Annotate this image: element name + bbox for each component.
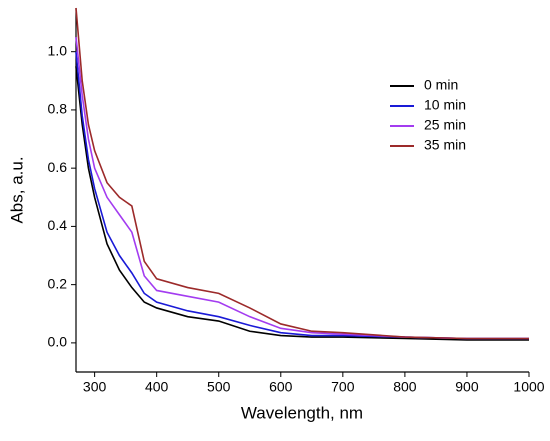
y-tick-label: 0.4 [48, 217, 68, 233]
x-tick-label: 1000 [513, 379, 544, 395]
x-tick-label: 800 [393, 379, 417, 395]
y-axis-label: Abs, a.u. [7, 156, 26, 223]
x-tick-label: 400 [145, 379, 169, 395]
series-line [75, 51, 529, 340]
x-tick-label: 700 [331, 379, 355, 395]
series-line [75, 66, 529, 341]
x-axis-label: Wavelength, nm [241, 403, 363, 422]
y-tick-label: 0.6 [48, 159, 68, 175]
series-line [75, 7, 529, 340]
series-line [75, 37, 529, 340]
legend-label: 0 min [424, 77, 458, 93]
y-tick-label: 0.8 [48, 101, 68, 117]
legend-label: 10 min [424, 97, 466, 113]
x-tick-label: 500 [207, 379, 231, 395]
legend-label: 35 min [424, 137, 466, 153]
x-tick-label: 300 [83, 379, 107, 395]
x-tick-label: 900 [455, 379, 479, 395]
y-tick-label: 0.0 [48, 334, 68, 350]
y-tick-label: 0.2 [48, 275, 68, 291]
y-tick-label: 1.0 [48, 42, 68, 58]
legend-label: 25 min [424, 117, 466, 133]
x-tick-label: 600 [269, 379, 293, 395]
